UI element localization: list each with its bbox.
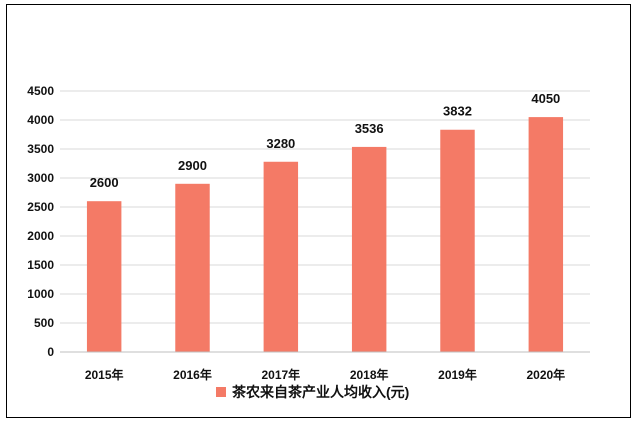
- y-tick-label: 500: [34, 316, 54, 330]
- y-tick-label: 3000: [27, 171, 54, 185]
- y-tick-label: 4000: [27, 113, 54, 127]
- legend-swatch: [216, 387, 226, 397]
- y-tick-label: 2500: [27, 200, 54, 214]
- bar: [175, 183, 210, 352]
- x-tick-label: 2018年: [350, 367, 389, 382]
- data-labels: 2600 2900 3280 3536 3832 4050: [90, 91, 561, 190]
- bar: [528, 117, 564, 352]
- data-label: 3832: [443, 104, 472, 119]
- x-tick-label: 2015年: [85, 367, 124, 382]
- data-label: 2900: [178, 158, 207, 173]
- y-tick-label: 2000: [27, 229, 54, 243]
- y-axis: 0 500 1000 1500 2000 2500 3000 3500 4000 4500: [27, 84, 54, 359]
- x-tick-label: 2016年: [173, 367, 212, 382]
- y-tick-label: 4500: [27, 84, 54, 98]
- bars: [86, 117, 564, 352]
- data-label: 3536: [355, 121, 384, 136]
- bar: [440, 129, 475, 352]
- legend-label: 茶农来自茶产业人均收入(元): [231, 384, 409, 400]
- y-tick-label: 3500: [27, 142, 54, 156]
- gridlines: [60, 90, 590, 353]
- bar: [86, 201, 122, 352]
- y-tick-label: 1000: [27, 287, 54, 301]
- data-label: 2600: [90, 175, 119, 190]
- bar: [263, 161, 299, 352]
- bar: [351, 146, 387, 352]
- legend: 茶农来自茶产业人均收入(元): [216, 384, 409, 400]
- x-tick-label: 2020年: [526, 367, 565, 382]
- y-tick-label: 0: [47, 345, 54, 359]
- data-label: 3280: [266, 136, 295, 151]
- x-tick-label: 2019年: [438, 367, 477, 382]
- x-tick-label: 2017年: [261, 367, 300, 382]
- y-tick-label: 1500: [27, 258, 54, 272]
- data-label: 4050: [531, 91, 560, 106]
- x-axis: 2015年 2016年 2017年 2018年 2019年 2020年: [60, 351, 590, 382]
